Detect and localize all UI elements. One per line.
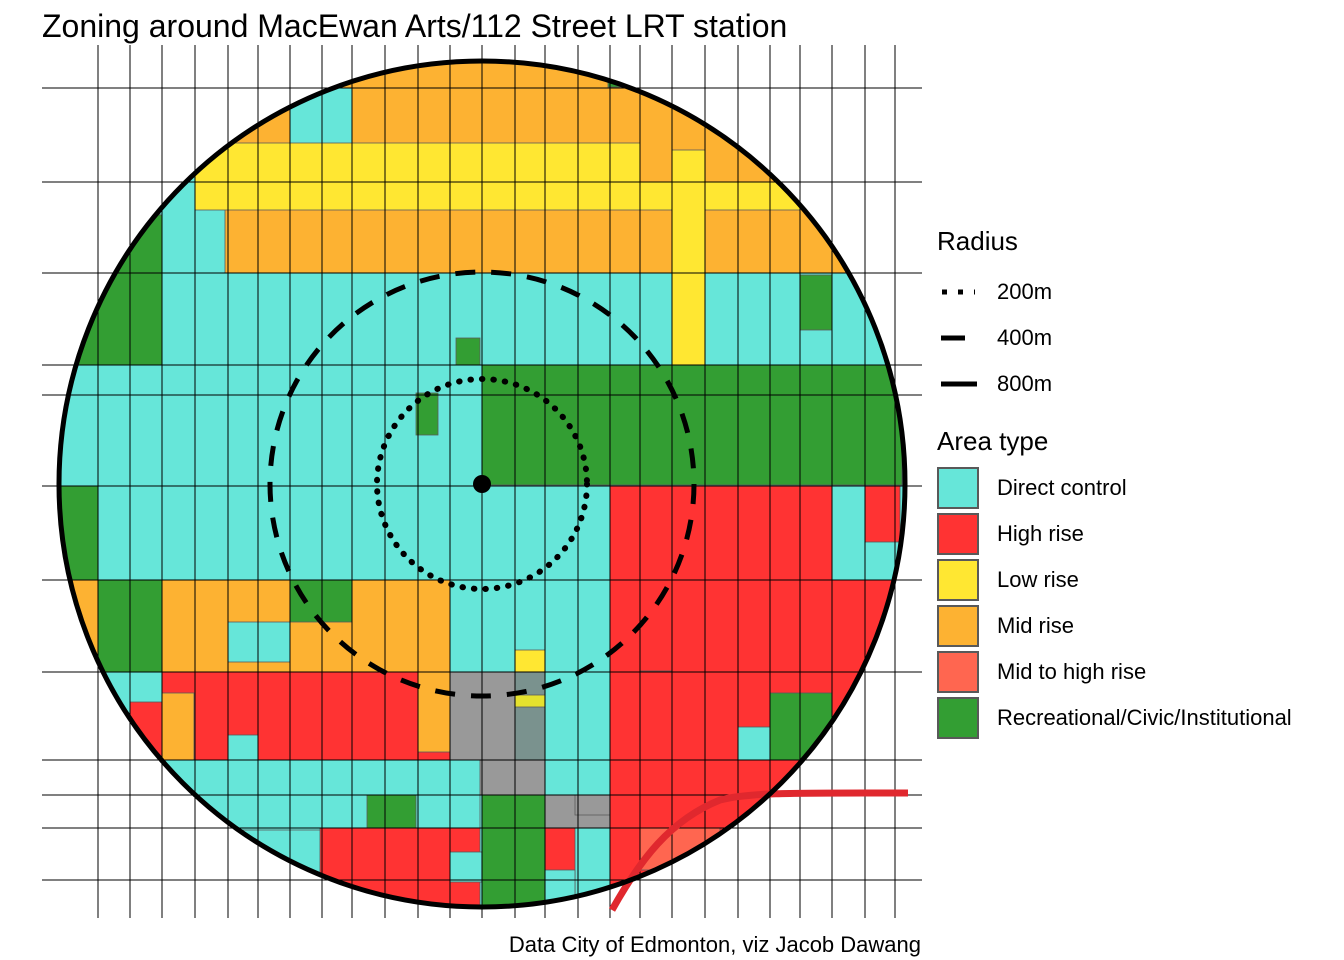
legend-area-item: Mid to high rise	[937, 651, 1146, 693]
zoning-parcel	[227, 734, 259, 761]
legend-area-item: Low rise	[937, 559, 1079, 601]
zoning-parcel	[59, 214, 163, 366]
zoning-parcel	[227, 621, 291, 663]
legend-label: Low rise	[997, 567, 1079, 592]
zoning-parcel	[455, 337, 481, 366]
legend-label: Mid to high rise	[997, 659, 1147, 684]
zoning-parcel	[574, 794, 611, 816]
zoning-map	[42, 45, 922, 918]
zoning-parcel	[129, 671, 163, 703]
radius-400m-circle	[267, 269, 697, 699]
legend-radius-200m: 200m	[937, 271, 1052, 313]
zoning-parcel	[831, 485, 866, 581]
zoning-parcel	[417, 671, 451, 753]
legend-area-item: High rise	[937, 513, 1084, 555]
zoning-parcel	[161, 692, 195, 761]
legend-swatch	[937, 559, 979, 601]
zoning-parcel	[289, 579, 353, 623]
legend-swatch	[937, 605, 979, 647]
legend-swatch	[937, 697, 979, 739]
zoning-parcel	[769, 692, 833, 761]
zoning-parcel	[799, 274, 833, 331]
zoning-parcel	[514, 694, 546, 708]
zoning-parcel	[59, 579, 99, 673]
solid-line-icon	[941, 381, 977, 387]
zoning-parcel	[639, 485, 673, 672]
legend-area-title: Area type	[937, 426, 1049, 456]
legend-area-item: Recreational/Civic/Institutional	[937, 697, 1292, 739]
zoning-parcel	[514, 649, 546, 673]
legend-radius-400m: 400m	[937, 317, 1052, 359]
zoning-parcel	[514, 671, 546, 761]
legend-radius-title: Radius	[937, 226, 1018, 256]
legend-swatch	[937, 651, 979, 693]
dotted-line-icon	[942, 289, 975, 295]
legend-label: High rise	[997, 521, 1084, 546]
legend-area-item: Mid rise	[937, 605, 1074, 647]
radius-200m-circle	[374, 376, 590, 592]
legend-label: Recreational/Civic/Institutional	[997, 705, 1292, 730]
legend-swatch	[937, 513, 979, 555]
legend-radius-800m: 800m	[937, 363, 1052, 405]
zoning-parcel	[737, 726, 771, 761]
radius-800m-circle	[56, 58, 908, 910]
zoning-parcel	[481, 794, 546, 907]
zoning-parcel	[449, 851, 483, 883]
station-marker	[473, 475, 491, 493]
zoning-parcel	[639, 181, 801, 211]
legend-area-item: Direct control	[937, 467, 1127, 509]
zoning-parcel	[671, 149, 706, 366]
dashed-line-icon	[941, 335, 965, 341]
lrt-line	[608, 789, 909, 912]
caption: Data City of Edmonton, viz Jacob Dawang	[508, 932, 921, 957]
legend-label: Direct control	[997, 475, 1127, 500]
legend-label: Mid rise	[997, 613, 1075, 638]
map-title: Zoning around MacEwan Arts/112 Street LR…	[42, 8, 788, 44]
legend-swatch	[937, 467, 979, 509]
